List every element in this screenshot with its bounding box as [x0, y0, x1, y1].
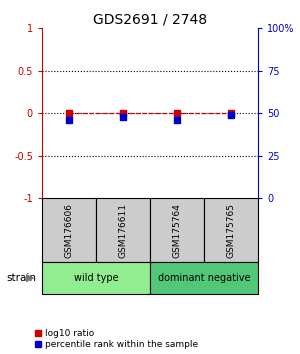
- Text: GSM176606: GSM176606: [64, 202, 74, 258]
- Text: wild type: wild type: [74, 273, 118, 283]
- Point: [175, 117, 179, 123]
- Text: dominant negative: dominant negative: [158, 273, 250, 283]
- Legend: log10 ratio, percentile rank within the sample: log10 ratio, percentile rank within the …: [34, 329, 199, 349]
- Text: strain: strain: [6, 273, 36, 283]
- Point: [67, 110, 71, 116]
- Point: [67, 117, 71, 123]
- Point: [229, 112, 233, 118]
- Text: GSM176611: GSM176611: [118, 202, 127, 258]
- Point: [121, 110, 125, 116]
- Point: [121, 114, 125, 120]
- Point: [175, 110, 179, 116]
- Point: [229, 110, 233, 116]
- Text: ▶: ▶: [26, 273, 34, 283]
- Text: GSM175765: GSM175765: [226, 202, 236, 258]
- Text: GSM175764: GSM175764: [172, 202, 182, 258]
- Text: GDS2691 / 2748: GDS2691 / 2748: [93, 12, 207, 27]
